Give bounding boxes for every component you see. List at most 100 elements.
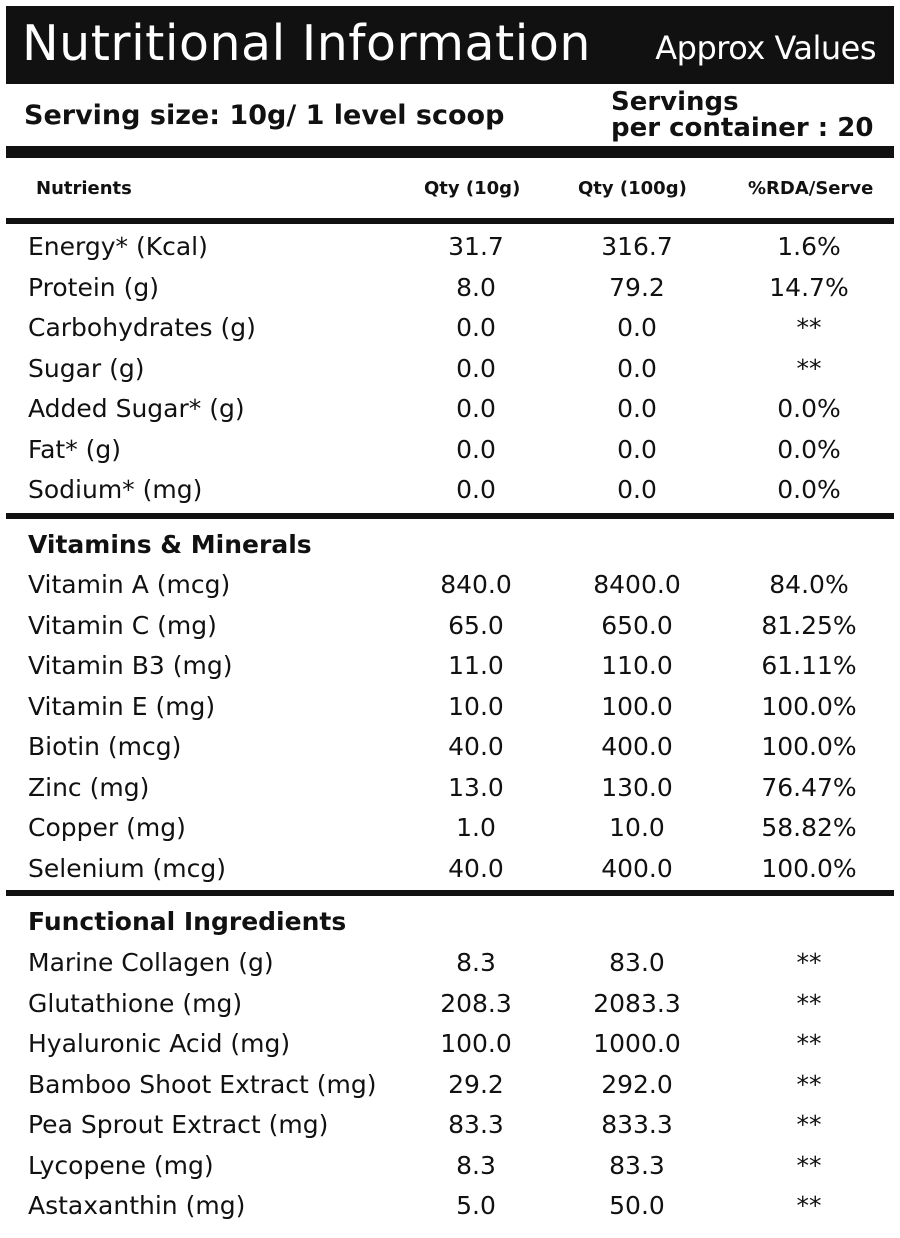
qty-per-10g: 31.7 bbox=[448, 232, 504, 261]
qty-per-100g: 400.0 bbox=[601, 732, 673, 761]
qty-per-10g: 83.3 bbox=[448, 1110, 504, 1139]
rda-per-serve: ** bbox=[796, 313, 822, 342]
qty-per-100g: 10.0 bbox=[609, 813, 665, 842]
table-row: Biotin (mcg) 40.0 400.0 100.0% bbox=[6, 728, 894, 768]
qty-per-100g: 100.0 bbox=[601, 691, 673, 721]
table-row: Vitamin C (mg) 65.0 650.0 81.25% bbox=[6, 607, 894, 647]
divider-top bbox=[6, 146, 894, 158]
panel-title: Nutritional Information bbox=[22, 15, 591, 72]
qty-per-10g: 0.0 bbox=[456, 353, 496, 383]
qty-per-100g: 0.0 bbox=[617, 353, 657, 383]
rda-per-serve: ** bbox=[796, 1110, 822, 1139]
qty-per-10g: 840.0 bbox=[440, 570, 512, 599]
qty-per-100g: 1000.0 bbox=[593, 1029, 681, 1058]
rda-per-serve: 100.0% bbox=[761, 853, 857, 883]
qty-per-10g: 8.3 bbox=[456, 1150, 496, 1180]
qty-per-100g: 292.0 bbox=[601, 1069, 673, 1099]
table-row: Energy* (Kcal) 31.7 316.7 1.6% bbox=[6, 228, 894, 268]
qty-per-100g: 8400.0 bbox=[593, 570, 681, 599]
nutrient-name: Lycopene (mg) bbox=[28, 1150, 214, 1180]
nutrient-name: Glutathione (mg) bbox=[28, 988, 243, 1018]
nutrient-name: Fat* (g) bbox=[28, 434, 122, 464]
qty-per-100g: 833.3 bbox=[601, 1110, 673, 1139]
qty-per-100g: 0.0 bbox=[617, 394, 657, 423]
qty-per-10g: 65.0 bbox=[448, 610, 504, 640]
qty-per-10g: 8.3 bbox=[456, 948, 496, 977]
table-row: Vitamin E (mg) 10.0 100.0 100.0% bbox=[6, 688, 894, 728]
table-row: Lycopene (mg) 8.3 83.3 ** bbox=[6, 1147, 894, 1187]
nutrient-name: Carbohydrates (g) bbox=[28, 313, 256, 342]
nutrient-name: Vitamin B3 (mg) bbox=[28, 651, 233, 680]
table-row: Copper (mg) 1.0 10.0 58.82% bbox=[6, 809, 894, 849]
divider-vitamins bbox=[6, 513, 894, 519]
table-row: Sugar (g) 0.0 0.0 ** bbox=[6, 350, 894, 390]
column-header-nutrients: Nutrients bbox=[36, 178, 132, 199]
servings-line-1: Servings bbox=[611, 87, 739, 117]
nutrient-name: Energy* (Kcal) bbox=[28, 232, 208, 261]
column-header-qty-100g: Qty (100g) bbox=[578, 178, 687, 199]
rda-per-serve: ** bbox=[796, 1029, 822, 1058]
qty-per-100g: 79.2 bbox=[609, 272, 665, 302]
table-row: Protein (g) 8.0 79.2 14.7% bbox=[6, 269, 894, 309]
qty-per-10g: 11.0 bbox=[448, 651, 504, 680]
rda-per-serve: 61.11% bbox=[761, 651, 857, 680]
nutrient-name: Copper (mg) bbox=[28, 813, 186, 842]
qty-per-100g: 400.0 bbox=[601, 853, 673, 883]
qty-per-10g: 40.0 bbox=[448, 732, 504, 761]
nutrient-name: Bamboo Shoot Extract (mg) bbox=[28, 1069, 377, 1099]
servings-line-2: per container : 20 bbox=[611, 113, 874, 143]
nutrient-name: Selenium (mcg) bbox=[28, 853, 226, 883]
divider-header bbox=[6, 218, 894, 224]
qty-per-10g: 29.2 bbox=[448, 1069, 504, 1099]
rda-per-serve: 58.82% bbox=[761, 813, 857, 842]
functional-section-title: Functional Ingredients bbox=[28, 907, 347, 936]
qty-per-100g: 2083.3 bbox=[593, 988, 681, 1018]
rda-per-serve: 1.6% bbox=[777, 232, 841, 261]
divider-functional bbox=[6, 890, 894, 896]
qty-per-10g: 10.0 bbox=[448, 691, 504, 721]
nutrient-name: Astaxanthin (mg) bbox=[28, 1191, 246, 1220]
serving-size: Serving size: 10g/ 1 level scoop bbox=[24, 100, 505, 131]
qty-per-100g: 83.0 bbox=[609, 948, 665, 977]
qty-per-100g: 0.0 bbox=[617, 475, 657, 504]
qty-per-100g: 50.0 bbox=[609, 1191, 665, 1220]
rda-per-serve: ** bbox=[796, 1150, 822, 1180]
qty-per-10g: 100.0 bbox=[440, 1029, 512, 1058]
rda-per-serve: 76.47% bbox=[761, 772, 857, 802]
table-row: Carbohydrates (g) 0.0 0.0 ** bbox=[6, 309, 894, 349]
rda-per-serve: ** bbox=[796, 353, 822, 383]
table-row: Sodium* (mg) 0.0 0.0 0.0% bbox=[6, 471, 894, 511]
vitamins-section-title: Vitamins & Minerals bbox=[28, 530, 312, 559]
table-row: Added Sugar* (g) 0.0 0.0 0.0% bbox=[6, 390, 894, 430]
qty-per-100g: 650.0 bbox=[601, 610, 673, 640]
column-header-rda: %RDA/Serve bbox=[748, 178, 874, 199]
table-row: Selenium (mcg) 40.0 400.0 100.0% bbox=[6, 850, 894, 890]
rda-per-serve: 0.0% bbox=[777, 475, 841, 504]
qty-per-10g: 13.0 bbox=[448, 772, 504, 802]
nutrient-name: Biotin (mcg) bbox=[28, 732, 182, 761]
rda-per-serve: ** bbox=[796, 988, 822, 1018]
servings-per-container: Servings per container : 20 bbox=[611, 89, 873, 141]
nutrient-name: Sodium* (mg) bbox=[28, 475, 203, 504]
nutrient-name: Sugar (g) bbox=[28, 353, 145, 383]
qty-per-10g: 0.0 bbox=[456, 394, 496, 423]
nutrition-panel: Nutritional Information Approx Values Se… bbox=[6, 6, 894, 1232]
qty-per-10g: 0.0 bbox=[456, 434, 496, 464]
qty-per-100g: 83.3 bbox=[609, 1150, 665, 1180]
rda-per-serve: 0.0% bbox=[777, 434, 841, 464]
qty-per-10g: 1.0 bbox=[456, 813, 496, 842]
table-row: Zinc (mg) 13.0 130.0 76.47% bbox=[6, 769, 894, 809]
rda-per-serve: 0.0% bbox=[777, 394, 841, 423]
qty-per-10g: 8.0 bbox=[456, 272, 496, 302]
qty-per-100g: 316.7 bbox=[601, 232, 673, 261]
nutrient-name: Added Sugar* (g) bbox=[28, 394, 245, 423]
table-row: Astaxanthin (mg) 5.0 50.0 ** bbox=[6, 1187, 894, 1227]
table-row: Vitamin B3 (mg) 11.0 110.0 61.11% bbox=[6, 647, 894, 687]
rda-per-serve: 14.7% bbox=[769, 272, 849, 302]
nutrient-name: Protein (g) bbox=[28, 272, 159, 302]
column-header-row: Nutrients Qty (10g) Qty (100g) %RDA/Serv… bbox=[6, 178, 894, 208]
table-row: Marine Collagen (g) 8.3 83.0 ** bbox=[6, 944, 894, 984]
qty-per-10g: 5.0 bbox=[456, 1191, 496, 1220]
qty-per-10g: 208.3 bbox=[440, 988, 512, 1018]
qty-per-100g: 0.0 bbox=[617, 434, 657, 464]
